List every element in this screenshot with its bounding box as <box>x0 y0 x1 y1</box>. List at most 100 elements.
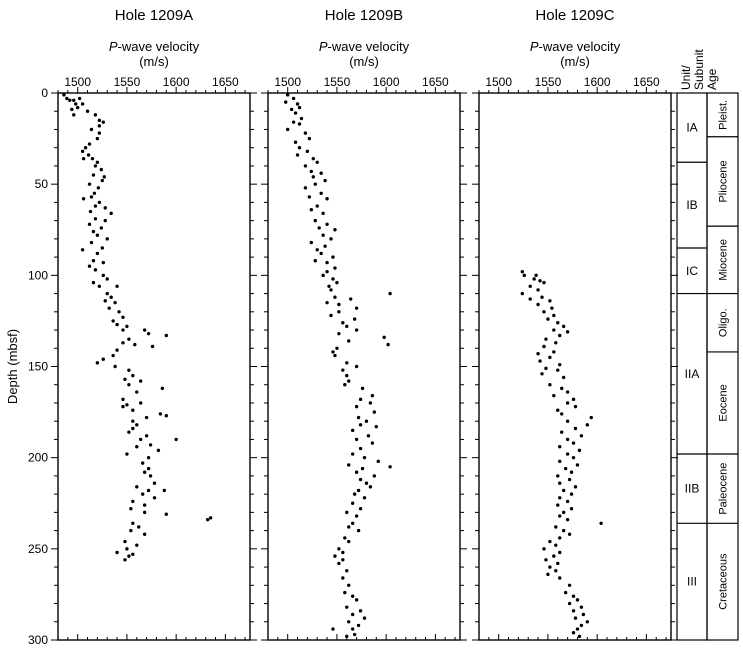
data-point <box>329 288 333 292</box>
data-point <box>111 319 115 323</box>
data-point <box>579 434 584 438</box>
unit-header: Unit/ <box>679 65 693 90</box>
hole-title: Hole 1209C <box>535 7 614 24</box>
data-point <box>556 561 560 566</box>
x-axis-title: P-wave velocity <box>530 39 621 54</box>
data-point <box>546 572 550 577</box>
data-point <box>333 295 337 299</box>
data-point <box>520 269 525 274</box>
data-point <box>205 517 210 522</box>
data-point <box>81 156 86 161</box>
data-point <box>579 605 584 609</box>
data-point <box>565 401 570 405</box>
data-point <box>315 204 319 208</box>
data-point <box>323 178 327 183</box>
data-point <box>135 543 139 547</box>
data-point <box>386 342 390 347</box>
data-point <box>315 160 319 164</box>
data-point <box>295 102 300 106</box>
data-point <box>303 186 308 190</box>
data-point <box>554 569 558 573</box>
x-axis-title-italic: P <box>319 39 328 54</box>
data-point <box>321 233 325 237</box>
data-point <box>88 209 93 214</box>
data-point <box>329 237 333 241</box>
data-point <box>368 401 373 405</box>
data-point <box>372 410 377 414</box>
data-point <box>125 403 129 407</box>
data-point <box>327 284 331 288</box>
data-point <box>536 352 540 356</box>
data-point <box>376 459 380 464</box>
data-point <box>99 226 104 230</box>
data-point <box>75 105 80 110</box>
data-point <box>97 118 102 123</box>
data-point <box>311 156 315 161</box>
data-point <box>142 510 147 515</box>
data-point <box>331 277 335 281</box>
age-label: Pleist. <box>718 100 730 130</box>
data-points <box>520 269 603 639</box>
data-point <box>133 342 137 347</box>
x-tick-label: 1550 <box>535 75 562 89</box>
data-point <box>144 434 149 438</box>
data-point <box>125 547 129 551</box>
x-axis-title: P-wave velocity <box>109 39 200 54</box>
data-point <box>113 364 117 369</box>
data-point <box>311 175 315 179</box>
data-point <box>552 350 556 354</box>
data-point <box>370 441 375 445</box>
data-point <box>295 153 300 157</box>
data-point <box>337 302 341 307</box>
data-point <box>142 328 147 332</box>
data-point <box>350 612 355 617</box>
x-axis-units: (m/s) <box>560 54 590 69</box>
data-point <box>70 107 74 112</box>
data-point <box>127 554 131 558</box>
data-point <box>350 452 355 456</box>
data-point <box>293 140 298 144</box>
data-point <box>585 423 590 427</box>
data-point <box>72 113 76 117</box>
data-point <box>109 295 113 299</box>
data-point <box>123 539 127 544</box>
data-point <box>315 248 319 252</box>
data-point <box>331 255 335 259</box>
x-tick-label: 1550 <box>324 75 351 89</box>
data-point <box>325 260 329 265</box>
data-point <box>109 211 113 216</box>
data-point <box>352 492 357 496</box>
data-point <box>528 284 532 288</box>
data-point <box>343 383 347 387</box>
data-point <box>111 353 115 358</box>
data-point <box>565 390 570 394</box>
data-point <box>548 383 552 387</box>
data-point <box>345 373 349 378</box>
data-point <box>68 98 72 102</box>
data-point <box>550 306 554 310</box>
data-point <box>87 264 92 268</box>
data-point <box>579 623 584 628</box>
data-point <box>100 246 105 250</box>
data-point <box>83 146 88 150</box>
data-point <box>554 543 558 547</box>
data-point <box>142 532 147 536</box>
data-point <box>372 474 377 478</box>
data-point <box>538 359 542 363</box>
data-point <box>350 501 355 505</box>
data-point <box>65 96 69 101</box>
data-point <box>107 306 111 310</box>
data-point <box>552 328 556 332</box>
data-point <box>131 419 135 423</box>
data-point <box>575 598 580 602</box>
data-point <box>546 317 550 321</box>
data-point <box>95 136 100 141</box>
data-point <box>548 565 552 569</box>
data-point <box>127 337 131 341</box>
data-point <box>345 605 349 609</box>
data-point <box>113 300 117 305</box>
data-point <box>341 558 345 562</box>
data-point <box>558 536 562 540</box>
data-point <box>325 222 329 226</box>
